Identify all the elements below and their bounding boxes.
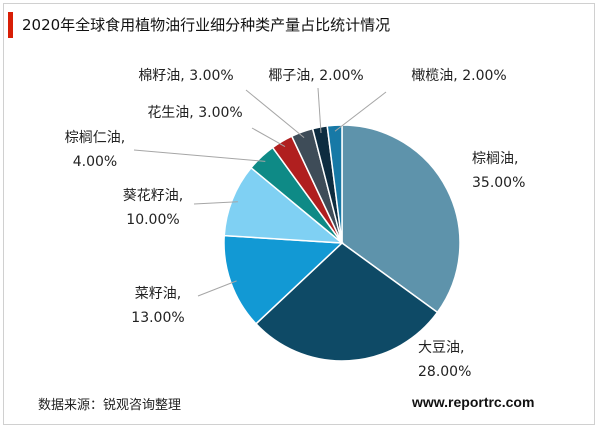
slice-label-4: 葵花籽油, 10.00% (123, 188, 183, 228)
pie-slice-1 (341, 124, 461, 314)
leader-line-6 (251, 127, 286, 148)
pie-slice-2 (254, 242, 439, 362)
leader-line-9 (334, 91, 387, 132)
leader-line-8 (317, 87, 322, 134)
leader-line-7 (245, 89, 305, 138)
slice-label-1: 棕榈油, 35.00% (472, 151, 525, 191)
title-accent-bar (8, 12, 13, 38)
leader-line-3 (197, 280, 237, 297)
slice-label-7: 棉籽油, 3.00% (138, 67, 233, 84)
chart-title: 2020年全球食用植物油行业细分种类产量占比统计情况 (22, 16, 391, 34)
slice-label-3: 菜籽油, 13.00% (131, 286, 184, 326)
slice-label-8: 椰子油, 2.00% (268, 68, 363, 84)
slice-label-6: 花生油, 3.00% (147, 105, 242, 121)
leader-line-5 (133, 149, 266, 162)
data-source-note: 数据来源：锐观咨询整理 (38, 398, 182, 413)
leader-line-4 (193, 201, 238, 205)
slice-label-5: 棕榈仁油, 4.00% (65, 130, 125, 170)
pie-slice-4 (223, 166, 345, 244)
website-url: www.reportrc.com (412, 394, 535, 410)
slice-label-9: 橄榄油, 2.00% (411, 68, 506, 84)
slice-label-2: 大豆油, 28.00% (418, 340, 471, 380)
pie-slice-9 (326, 124, 343, 244)
